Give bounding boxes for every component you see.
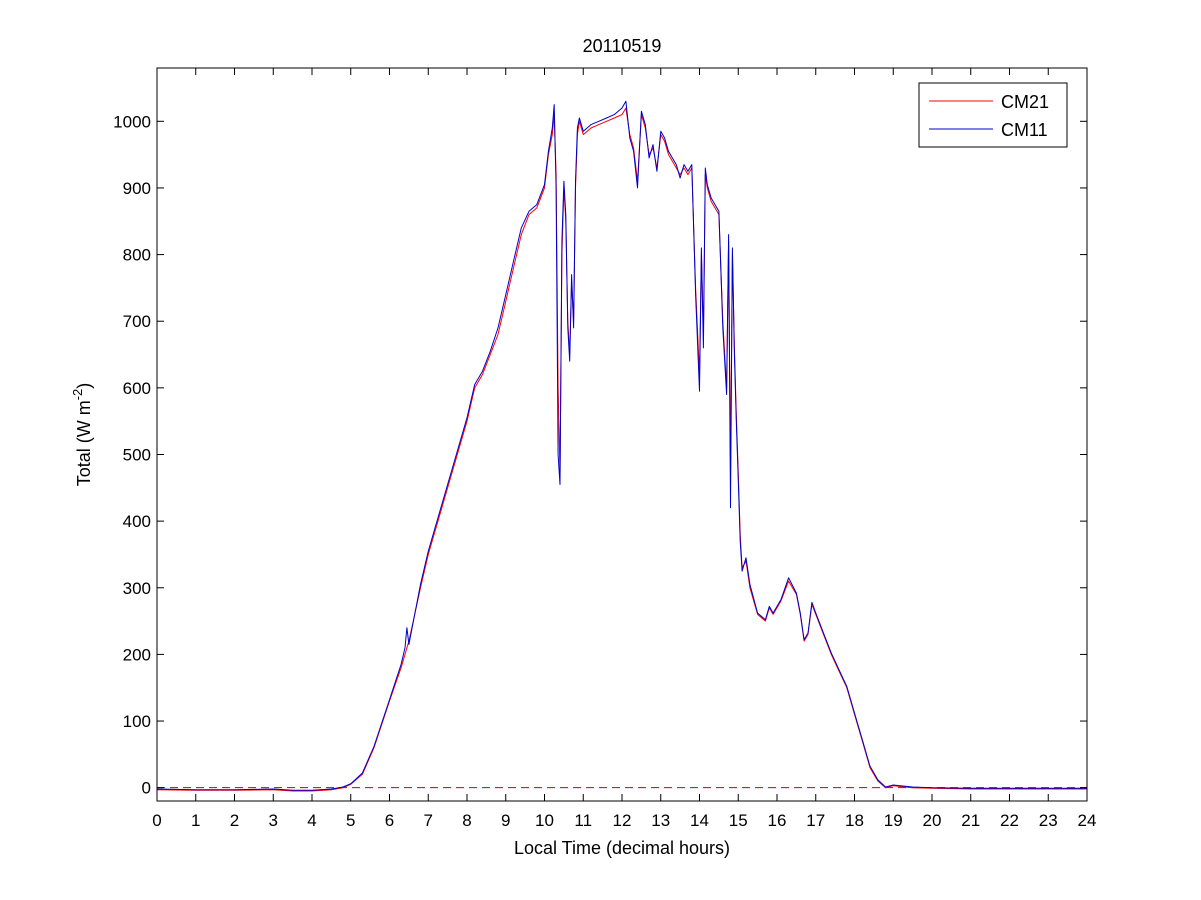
y-tick-label: 700 [123,312,151,331]
y-axis: 0 100 200 300 400 500 600 700 800 900 1000 [113,112,1087,798]
x-tick-label: 15 [729,811,748,830]
x-tick-label: 5 [346,811,355,830]
x-tick-label: 4 [307,811,316,830]
x-tick-label: 10 [535,811,554,830]
plot-area [156,68,1087,801]
y-tick-label: 600 [123,379,151,398]
x-tick-label: 9 [501,811,510,830]
x-tick-label: 16 [768,811,787,830]
x-tick-label: 11 [574,811,592,830]
x-tick-label: 13 [651,811,670,830]
x-tick-label: 18 [845,811,864,830]
y-tick-label: 200 [123,645,151,664]
y-tick-label: 800 [123,246,151,265]
plot-background [157,68,1087,801]
x-axis-label: Local Time (decimal hours) [514,838,730,858]
legend-label-cm11: CM11 [1001,120,1048,140]
legend-box [918,82,1068,148]
x-tick-label: 14 [690,811,709,830]
x-tick-label: 2 [230,811,239,830]
y-axis-label-superscript: -2 [70,389,85,401]
x-tick-label: 3 [269,811,278,830]
y-axis-label-main: Total (W m [74,400,94,486]
x-tick-label: 23 [1039,811,1058,830]
y-tick-label: 900 [123,179,151,198]
x-tick-label: 12 [613,811,632,830]
x-axis: 0 1 2 3 4 5 6 7 8 9 10 11 12 13 14 15 16 17 18 19 20 21 22 23 24 [152,68,1096,830]
y-axis-label: Total (W m-2) [70,383,94,487]
x-tick-label: 22 [1000,811,1019,830]
legend: CM21 CM11 [918,82,1068,148]
x-tick-label: 21 [961,811,980,830]
x-tick-label: 8 [462,811,471,830]
y-tick-label: 1000 [113,112,151,131]
x-tick-label: 1 [191,811,200,830]
legend-label-cm21: CM21 [1001,92,1049,112]
x-tick-label: 6 [385,811,394,830]
x-tick-label: 17 [806,811,825,830]
y-tick-label: 100 [123,712,151,731]
x-tick-label: 7 [424,811,433,830]
series-lines [156,100,1087,792]
y-tick-label: 0 [142,779,151,798]
y-tick-label: 500 [123,445,151,464]
x-tick-label: 0 [152,811,161,830]
y-tick-label: 400 [123,512,151,531]
y-tick-label: 300 [123,579,151,598]
series-line-cm11 [156,100,1087,791]
chart-title: 20110519 [583,36,662,56]
y-axis-label-close: ) [74,383,94,389]
x-tick-label: 20 [923,811,942,830]
x-tick-label: 24 [1078,811,1097,830]
x-tick-label: 19 [884,811,903,830]
